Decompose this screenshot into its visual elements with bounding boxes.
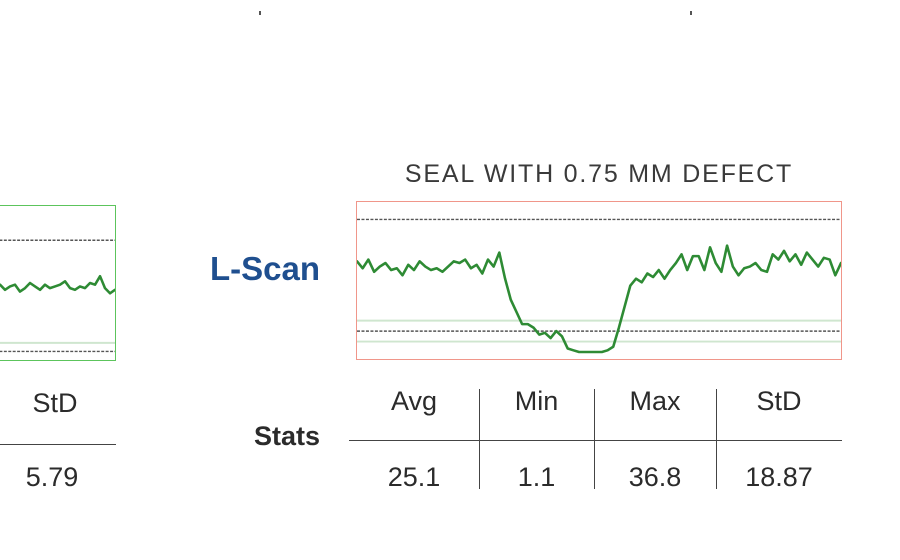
left-std-header: StD bbox=[32, 388, 78, 418]
stat-header-max: Max bbox=[629, 386, 681, 416]
stat-header-min: Min bbox=[514, 386, 559, 416]
stats-divider bbox=[479, 389, 480, 489]
stat-value-min: 1.1 bbox=[517, 462, 556, 492]
stats-divider bbox=[594, 389, 595, 489]
top-crop-mark-right bbox=[690, 11, 692, 15]
stats-header-rule bbox=[349, 440, 842, 441]
stats-label: Stats bbox=[253, 421, 320, 451]
top-crop-mark-left bbox=[259, 11, 261, 15]
left-scan-plot bbox=[0, 239, 115, 353]
l-scan-chart bbox=[356, 201, 842, 360]
stat-value-avg: 25.1 bbox=[387, 462, 441, 492]
stat-value-max: 36.8 bbox=[628, 462, 682, 492]
l-scan-label: L-Scan bbox=[209, 250, 320, 287]
stats-table: Avg Min Max StD 25.1 1.1 36.8 18.87 bbox=[349, 384, 842, 492]
stat-header-std: StD bbox=[756, 386, 802, 416]
left-std-value: 5.79 bbox=[25, 462, 79, 492]
stats-divider bbox=[716, 389, 717, 489]
left-scan-chart bbox=[0, 205, 116, 361]
stat-header-avg: Avg bbox=[390, 386, 438, 416]
signal-trace bbox=[0, 274, 115, 295]
chart-title: SEAL WITH 0.75 MM DEFECT bbox=[404, 160, 794, 188]
stat-value-std: 18.87 bbox=[745, 462, 813, 492]
signal-trace bbox=[357, 244, 841, 354]
left-stats-rule bbox=[0, 444, 116, 445]
l-scan-plot bbox=[357, 218, 841, 354]
